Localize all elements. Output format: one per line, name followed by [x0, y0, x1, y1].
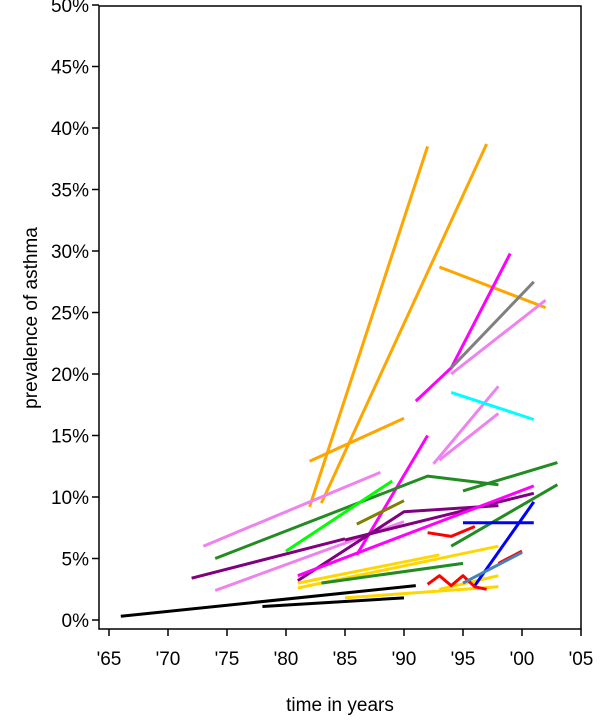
series-line-23: [297, 553, 440, 585]
x-axis: '65 '70 '75 '80 '85 '90 '95 '00 '05: [97, 629, 594, 670]
x-tick-label: '85: [333, 649, 358, 670]
series-line-31: [426, 574, 487, 591]
series-line-12: [202, 471, 381, 548]
y-axis: 0% 5% 10% 15% 20% 25% 30% 35% 40% 45% 50%: [51, 0, 99, 632]
y-tick-label: 40%: [51, 119, 89, 140]
series-line-26: [321, 561, 464, 585]
plot-frame: [98, 5, 582, 630]
series-line-33: [462, 551, 523, 585]
x-tick-label: '65: [97, 649, 122, 670]
x-axis-title: time in years: [286, 695, 394, 716]
series-line-35: [262, 596, 405, 608]
x-tick-label: '90: [392, 649, 417, 670]
y-tick-label: 45%: [51, 58, 89, 79]
series-line-16: [285, 479, 394, 553]
series-line-7: [450, 299, 547, 376]
y-tick-label: 5%: [62, 550, 90, 571]
y-tick-label: 50%: [51, 0, 89, 17]
y-tick-label: 20%: [51, 365, 89, 386]
x-tick-label: '05: [569, 649, 594, 670]
x-tick-label: '75: [215, 649, 240, 670]
series-line-3: [308, 416, 405, 463]
series-line-14: [214, 474, 499, 560]
y-axis-title: prevalence of asthma: [21, 227, 42, 409]
series-layer: [120, 143, 559, 618]
series-line-24: [344, 585, 499, 600]
x-tick-label: '00: [510, 649, 535, 670]
series-line-21: [297, 484, 535, 578]
y-tick-label: 0%: [62, 611, 90, 632]
series-line-9: [438, 412, 500, 462]
x-tick-label: '95: [451, 649, 476, 670]
y-tick-label: 25%: [51, 304, 89, 325]
series-line-27: [450, 483, 559, 548]
series-line-10: [450, 280, 535, 369]
series-line-17: [356, 499, 405, 526]
series-line-15: [462, 461, 558, 493]
y-tick-label: 10%: [51, 488, 89, 509]
series-line-34: [120, 584, 416, 618]
series-line-2: [320, 143, 488, 504]
y-tick-label: 35%: [51, 181, 89, 202]
x-tick-label: '70: [156, 649, 181, 670]
y-tick-label: 30%: [51, 242, 89, 263]
series-line-18: [191, 537, 346, 580]
series-line-20: [344, 491, 535, 542]
series-line-19: [296, 504, 499, 582]
series-line-8: [432, 385, 500, 465]
x-tick-label: '80: [274, 649, 299, 670]
series-line-1: [308, 145, 430, 508]
series-line-30: [427, 525, 476, 538]
series-line-11: [450, 390, 535, 421]
y-tick-label: 15%: [51, 427, 89, 448]
